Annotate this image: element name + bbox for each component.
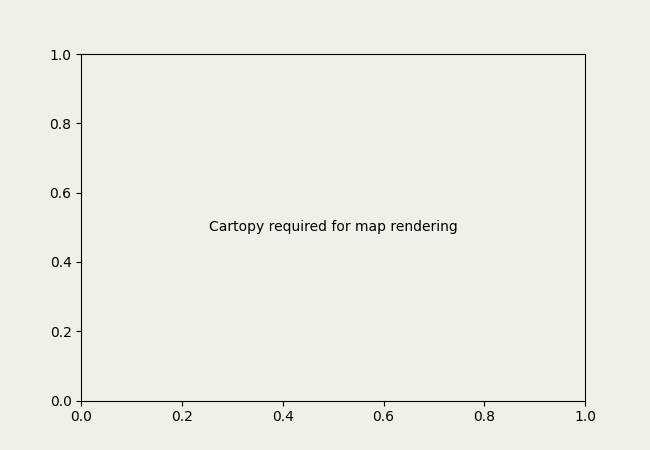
Text: Cartopy required for map rendering: Cartopy required for map rendering: [209, 220, 458, 234]
